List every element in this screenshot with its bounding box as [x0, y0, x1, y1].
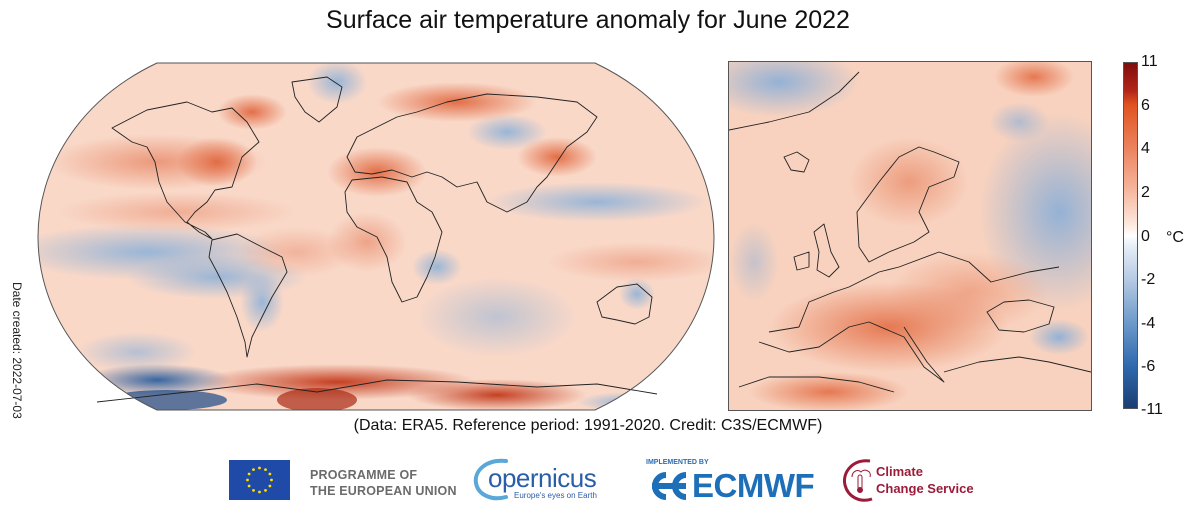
copernicus-wordmark: opernicus — [488, 463, 597, 493]
copernicus-logo: opernicus Europe's eyes on Earth — [470, 455, 600, 505]
climate-change-service-logo: Climate Change Service — [842, 457, 992, 507]
data-credit: (Data: ERA5. Reference period: 1991-2020… — [353, 417, 823, 434]
eu-programme-text: PROGRAMME OF THE EUROPEAN UNION — [310, 467, 457, 499]
australia-outline — [596, 283, 653, 325]
black-sea-outline — [986, 299, 1055, 333]
date-created-label: Date created: 2022-07-03 — [10, 282, 24, 419]
eurasia-outline — [346, 93, 598, 213]
eu-flag-logo — [229, 460, 290, 500]
colorbar-unit: °C — [1166, 229, 1184, 246]
c3s-text: Climate Change Service — [876, 463, 974, 497]
eu-stars-icon — [246, 466, 273, 494]
ireland-outline — [793, 251, 810, 271]
antarctica-outline — [96, 379, 658, 403]
south-america-outline — [208, 233, 288, 358]
colorbar-tick-label: 11 — [1141, 53, 1158, 70]
north-america-outline — [111, 101, 260, 240]
copernicus-tagline: Europe's eyes on Earth — [514, 491, 597, 500]
c3s-thermometer-icon — [842, 459, 873, 502]
colorbar-tick-label: -11 — [1141, 401, 1163, 418]
c3s-line-1: Climate — [876, 464, 923, 479]
ecmwf-logo: ECMWF — [648, 467, 818, 504]
c3s-line-2: Change Service — [876, 481, 974, 496]
ecmwf-symbol-icon — [652, 472, 687, 500]
colorbar-tick-label: -2 — [1141, 271, 1156, 288]
map-title: Surface air temperature anomaly for June… — [326, 6, 850, 34]
eu-line-2: THE EUROPEAN UNION — [310, 484, 457, 498]
colorbar-tick-label: 4 — [1141, 140, 1150, 157]
copernicus-arc-icon — [473, 458, 508, 501]
ecmwf-wordmark: ECMWF — [692, 467, 815, 504]
colorbar-tick-label: 6 — [1141, 97, 1150, 114]
eu-line-1: PROGRAMME OF — [310, 468, 418, 482]
north-africa-outline — [738, 376, 895, 393]
britain-outline — [813, 223, 840, 278]
scandinavia-outline — [856, 146, 960, 263]
logo-strip: PROGRAMME OF THE EUROPEAN UNION opernicu… — [0, 455, 1200, 515]
iceland-outline — [783, 151, 810, 173]
africa-outline — [344, 176, 443, 303]
colorbar-tick-label: 0 — [1141, 228, 1150, 245]
greenland-outline — [291, 76, 343, 123]
world-anomaly-map — [37, 62, 715, 411]
colorbar-tick-label: 2 — [1141, 184, 1150, 201]
colorbar-tick-label: -6 — [1141, 358, 1156, 375]
continent-outline — [729, 71, 1091, 383]
colorbar — [1123, 62, 1138, 409]
europe-anomaly-map — [728, 61, 1092, 411]
implemented-by-label: IMPLEMENTED BY — [646, 459, 709, 466]
europe-map-canvas — [729, 62, 1091, 410]
colorbar-tick-label: -4 — [1141, 315, 1156, 332]
